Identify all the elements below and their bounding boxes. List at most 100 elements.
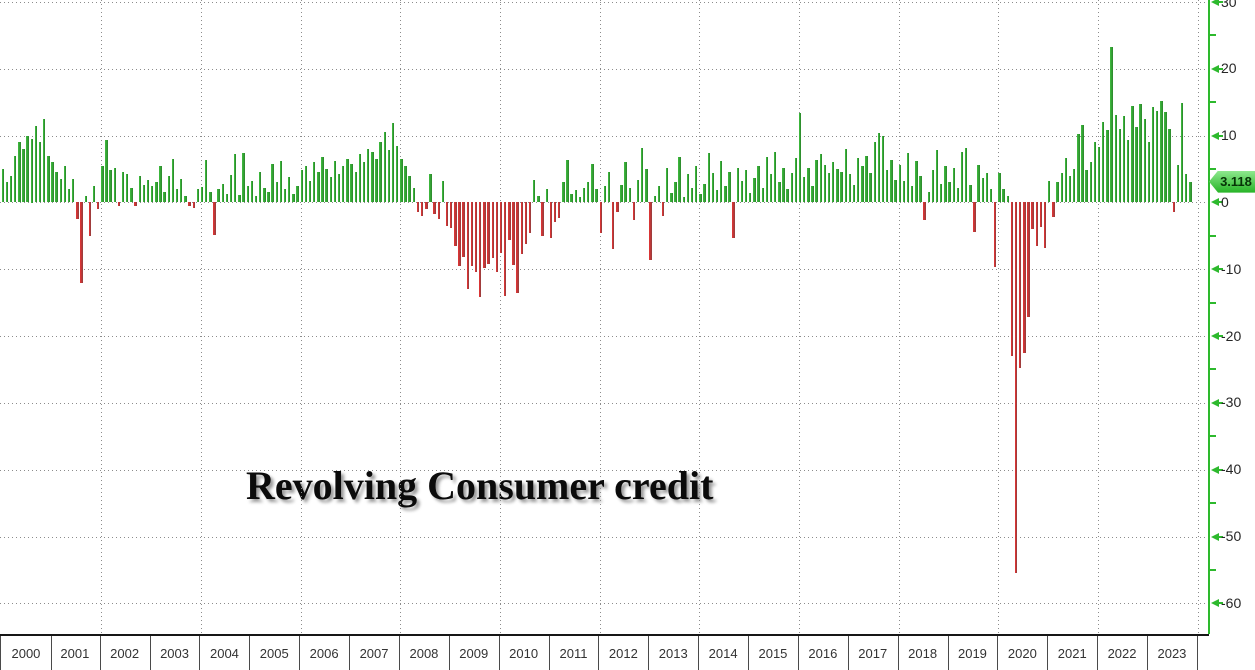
x-axis-year-label: 2008 xyxy=(409,645,439,661)
bar xyxy=(47,155,50,203)
bar xyxy=(441,181,445,203)
bar xyxy=(184,195,187,203)
bar xyxy=(778,182,781,203)
bar xyxy=(769,174,773,203)
x-axis-year-cell: 2017 xyxy=(848,636,899,670)
bar xyxy=(1018,202,1022,369)
bar xyxy=(699,194,702,203)
y-axis-tick-label: -30 xyxy=(1221,394,1242,411)
bar xyxy=(989,189,993,203)
bar xyxy=(790,173,793,203)
bar xyxy=(1102,121,1105,203)
bar xyxy=(279,161,283,203)
bar xyxy=(250,181,254,203)
bar xyxy=(362,162,366,203)
y-axis-minor-tick xyxy=(1210,502,1216,505)
bar xyxy=(458,202,461,266)
y-axis-tick-label: 30 xyxy=(1221,0,1237,10)
bar xyxy=(574,190,577,203)
bar xyxy=(944,166,947,203)
bar xyxy=(927,191,930,203)
bar xyxy=(582,187,586,203)
bar xyxy=(296,185,299,203)
right-axis: 3.118 30 20 10 0 -10 -20 -30 -40 -50 -60 xyxy=(1208,0,1255,670)
gridline-vertical xyxy=(400,0,402,634)
bar xyxy=(342,165,345,203)
gridline-vertical xyxy=(499,0,501,634)
bar xyxy=(487,202,490,265)
bar xyxy=(275,182,278,203)
y-axis-minor-tick xyxy=(1210,368,1216,371)
y-axis-tick-tail xyxy=(1219,535,1223,538)
bar xyxy=(146,179,150,203)
bar xyxy=(956,187,960,203)
y-axis-tick-arrow xyxy=(1211,332,1219,340)
bar xyxy=(333,161,337,203)
bar xyxy=(865,155,868,203)
x-axis-year-label: 2000 xyxy=(11,645,41,661)
y-axis-tick-label: -40 xyxy=(1221,461,1242,478)
y-axis-minor-tick xyxy=(1210,234,1216,237)
bar xyxy=(632,202,636,220)
bar xyxy=(765,157,769,203)
bar xyxy=(375,159,378,203)
y-axis-tick-tail xyxy=(1219,401,1223,404)
bar xyxy=(1164,112,1167,203)
gridline-vertical xyxy=(599,0,601,634)
x-axis-year-label: 2005 xyxy=(259,645,289,661)
x-axis-year-label: 2011 xyxy=(559,645,588,661)
bar xyxy=(516,202,519,294)
bar xyxy=(607,171,611,203)
bar xyxy=(117,202,121,206)
bar xyxy=(649,202,652,260)
bar xyxy=(674,182,677,203)
y-axis-tick-label: 20 xyxy=(1221,60,1237,77)
x-axis-year-label: 2018 xyxy=(908,645,938,661)
bar xyxy=(258,172,262,203)
bar xyxy=(67,189,71,203)
bar xyxy=(1131,105,1134,203)
plot-area[interactable]: Revolving Consumer credit xyxy=(0,0,1209,634)
bar xyxy=(994,202,997,268)
bar xyxy=(1122,116,1126,203)
bar xyxy=(873,142,877,203)
x-axis-year-cell: 2023 xyxy=(1147,636,1198,670)
bar xyxy=(379,142,382,203)
bar xyxy=(412,187,416,203)
x-axis-year-cell: 2000 xyxy=(0,636,52,670)
bar xyxy=(346,159,349,203)
bar xyxy=(180,179,183,203)
bar xyxy=(753,178,756,203)
bar xyxy=(358,154,362,203)
gridline-horizontal xyxy=(0,202,1209,204)
bar xyxy=(1068,176,1072,203)
bar xyxy=(171,159,175,203)
gridline-horizontal xyxy=(0,469,1209,471)
bar xyxy=(263,187,266,203)
bar xyxy=(732,202,735,239)
bar xyxy=(902,181,906,203)
bar xyxy=(819,154,823,203)
bar xyxy=(1097,147,1101,203)
bar xyxy=(437,202,440,220)
y-axis-tick-tail xyxy=(1219,468,1223,471)
bar xyxy=(105,140,108,203)
y-axis-tick-tail xyxy=(1219,67,1223,70)
bar xyxy=(553,202,557,222)
bar xyxy=(707,153,710,203)
bar xyxy=(965,147,968,203)
bar xyxy=(55,172,58,203)
bar xyxy=(836,169,839,203)
x-axis-year-cell: 2013 xyxy=(648,636,700,670)
y-axis-minor-tick xyxy=(1210,568,1216,571)
bar xyxy=(292,194,295,203)
gridline-vertical xyxy=(898,0,900,634)
bar xyxy=(1072,169,1076,203)
bar xyxy=(1151,106,1155,203)
bar xyxy=(59,179,63,203)
y-axis-tick-label: 0 xyxy=(1221,193,1229,210)
bar xyxy=(616,202,619,212)
y-axis-minor-tick xyxy=(1210,435,1216,438)
bar xyxy=(321,157,324,203)
bar xyxy=(827,173,831,203)
